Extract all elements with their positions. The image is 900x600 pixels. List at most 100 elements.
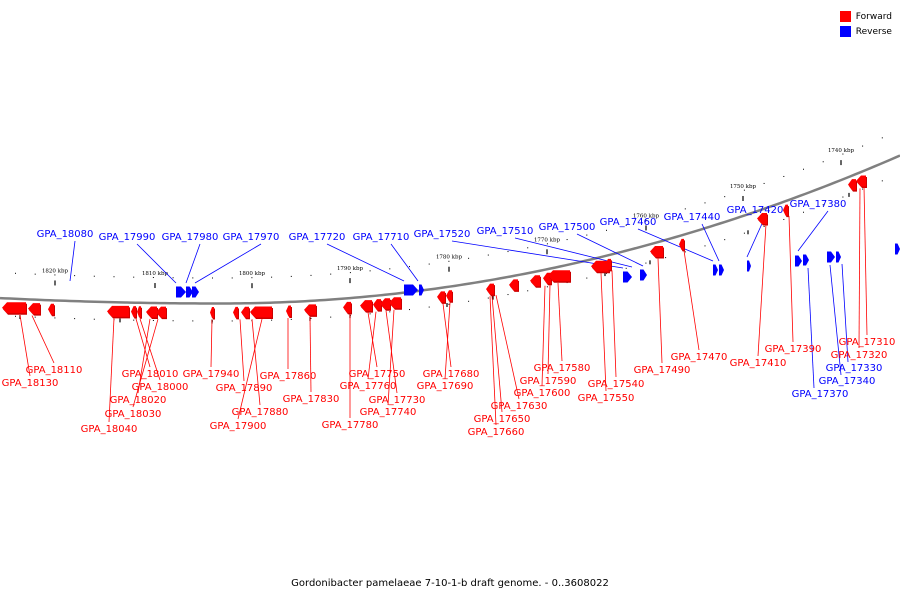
forward-gene-arrow-0 bbox=[2, 302, 26, 314]
minor-dot bbox=[15, 272, 16, 274]
minor-dot bbox=[763, 182, 765, 184]
reverse-gene-leader-13 bbox=[807, 267, 815, 389]
minor-dot bbox=[881, 137, 883, 139]
scale-tick-label-5: 1770 kbp bbox=[534, 237, 561, 243]
minor-dot bbox=[862, 145, 864, 147]
reverse-gene-arrow-1 bbox=[186, 286, 193, 298]
minor-dot bbox=[231, 320, 233, 322]
minor-dot bbox=[349, 272, 351, 274]
forward-gene-leader-20 bbox=[491, 295, 503, 413]
forward-gene-leader-0 bbox=[31, 315, 55, 364]
minor-dot bbox=[54, 317, 56, 319]
forward-gene-arrow-26 bbox=[591, 260, 609, 272]
reverse-gene-label-8: GPA_17500 bbox=[539, 222, 596, 233]
minor-dot bbox=[468, 300, 470, 302]
forward-gene-arrow-30 bbox=[757, 212, 767, 224]
forward-gene-arrow-7 bbox=[156, 306, 166, 318]
forward-gene-leader-21 bbox=[495, 295, 520, 400]
forward-gene-label-15: GPA_17730 bbox=[369, 395, 426, 406]
forward-gene-label-7: GPA_17940 bbox=[183, 369, 240, 380]
minor-dot bbox=[152, 276, 154, 278]
scale-tick-label-6: 1760 kbp bbox=[633, 213, 660, 219]
forward-gene-label-23: GPA_17580 bbox=[534, 363, 591, 374]
minor-dot bbox=[606, 272, 607, 274]
minor-dot bbox=[231, 277, 233, 279]
reverse-gene-label-0: GPA_18080 bbox=[37, 229, 94, 240]
forward-gene-label-24: GPA_17590 bbox=[520, 376, 577, 387]
minor-dot bbox=[842, 153, 844, 155]
forward-gene-leader-30 bbox=[757, 224, 767, 357]
minor-dot bbox=[271, 276, 273, 278]
minor-dot bbox=[586, 234, 588, 236]
forward-gene-leader-25 bbox=[541, 285, 546, 387]
minor-dot bbox=[684, 208, 686, 210]
minor-dot bbox=[487, 254, 489, 256]
scale-tick-label-1: 1810 kbp bbox=[142, 271, 169, 277]
minor-dot bbox=[152, 319, 154, 321]
minor-dot bbox=[822, 204, 824, 206]
forward-gene-arrow-5 bbox=[137, 306, 141, 318]
minor-dot bbox=[74, 275, 76, 277]
minor-dot bbox=[369, 270, 371, 272]
minor-dot bbox=[507, 251, 509, 253]
reverse-gene-arrow-3 bbox=[404, 284, 418, 296]
forward-gene-label-13: GPA_17750 bbox=[349, 369, 406, 380]
minor-dot bbox=[625, 267, 627, 269]
minor-dot bbox=[389, 311, 391, 313]
minor-dot bbox=[783, 218, 785, 220]
forward-gene-arrow-33 bbox=[856, 175, 866, 187]
minor-dot bbox=[783, 175, 785, 177]
forward-gene-label-33: GPA_17320 bbox=[831, 350, 888, 361]
minor-dot bbox=[724, 239, 726, 241]
reverse-gene-leader-3 bbox=[194, 243, 262, 284]
forward-gene-leader-12 bbox=[309, 316, 312, 393]
reverse-gene-label-11: GPA_17420 bbox=[727, 205, 784, 216]
forward-gene-label-32: GPA_17310 bbox=[839, 337, 896, 348]
forward-gene-leader-32 bbox=[863, 186, 868, 336]
forward-gene-leader-29 bbox=[683, 250, 700, 351]
forward-gene-leader-18 bbox=[442, 303, 452, 368]
minor-dot bbox=[743, 232, 745, 234]
forward-gene-arrow-25 bbox=[548, 270, 570, 282]
forward-gene-leader-1 bbox=[19, 314, 31, 377]
forward-gene-arrow-14 bbox=[343, 301, 351, 313]
forward-gene-arrow-9 bbox=[233, 306, 238, 318]
minor-dot bbox=[15, 315, 16, 317]
reverse-gene-arrow-5 bbox=[623, 271, 632, 283]
forward-gene-arrow-10 bbox=[241, 306, 249, 318]
minor-dot bbox=[704, 245, 706, 247]
reverse-gene-arrow-14 bbox=[895, 243, 900, 255]
forward-gene-leader-24 bbox=[547, 284, 551, 375]
minor-dot bbox=[743, 189, 745, 191]
genome-caption: Gordonibacter pamelaeae 7-10-1-b draft g… bbox=[291, 578, 609, 589]
reverse-gene-leader-8 bbox=[576, 233, 644, 267]
scale-tick-label-8: 1740 kbp bbox=[828, 148, 855, 154]
minor-dot bbox=[448, 303, 450, 305]
minor-dot bbox=[34, 273, 36, 275]
forward-swatch bbox=[839, 11, 851, 22]
minor-dot bbox=[527, 247, 529, 249]
minor-dot bbox=[862, 188, 864, 190]
forward-gene-label-9: GPA_17880 bbox=[232, 407, 289, 418]
forward-gene-leader-33 bbox=[858, 188, 861, 349]
forward-gene-label-22: GPA_17660 bbox=[468, 427, 525, 438]
forward-gene-arrow-19 bbox=[437, 291, 445, 303]
reverse-gene-leader-12 bbox=[797, 210, 829, 252]
forward-gene-arrow-1 bbox=[28, 303, 40, 315]
forward-gene-arrow-31 bbox=[783, 204, 788, 216]
minor-dot bbox=[822, 161, 824, 163]
reverse-gene-leader-15 bbox=[841, 263, 849, 363]
forward-gene-arrow-17 bbox=[380, 298, 390, 310]
minor-dot bbox=[409, 309, 410, 311]
reverse-gene-leader-0 bbox=[69, 240, 76, 282]
forward-gene-arrow-11 bbox=[250, 306, 272, 318]
forward-gene-arrow-16 bbox=[373, 299, 381, 311]
forward-gene-label-25: GPA_17600 bbox=[514, 388, 571, 399]
reverse-gene-leader-1 bbox=[136, 243, 177, 284]
forward-gene-label-11: GPA_17860 bbox=[260, 371, 317, 382]
minor-dot bbox=[586, 277, 588, 279]
forward-gene-arrow-18 bbox=[389, 297, 401, 309]
minor-dot bbox=[448, 260, 450, 262]
reverse-gene-label-14: GPA_17340 bbox=[819, 376, 876, 387]
